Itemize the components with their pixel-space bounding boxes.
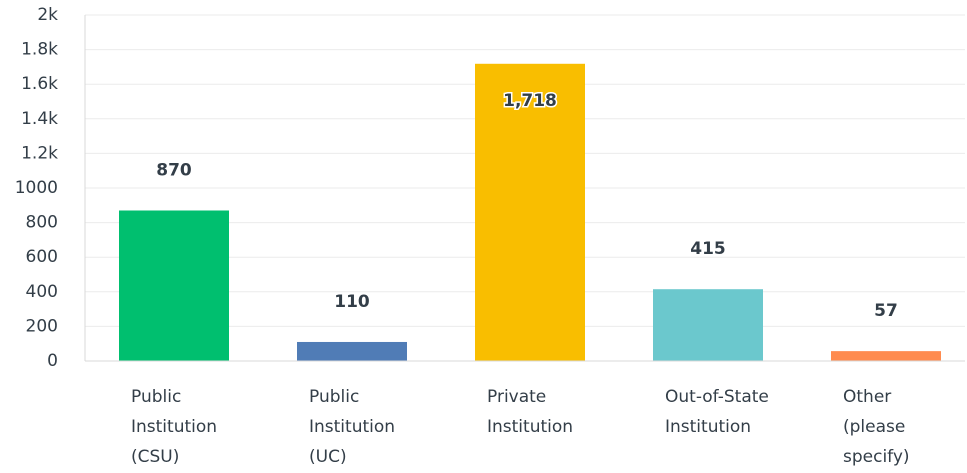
data-label: 870 [156, 160, 192, 180]
data-label: 57 [874, 301, 898, 321]
y-tick-label: 1.6k [21, 74, 58, 94]
bar [831, 351, 941, 361]
y-tick-label: 1.2k [21, 143, 58, 163]
x-tick-label: Private Institution [487, 387, 574, 437]
bar [297, 341, 407, 361]
bar [653, 289, 763, 361]
y-tick-label: 600 [26, 247, 58, 267]
data-label: 1,718 [503, 91, 557, 111]
x-tick-label: Public Institution (UC) [309, 387, 396, 467]
y-tick-label: 2k [37, 5, 58, 25]
y-tick-label: 200 [26, 316, 58, 336]
x-tick-label: Out-of-State Institution [665, 387, 769, 437]
data-label: 415 [690, 239, 726, 259]
y-tick-label: 1.8k [21, 40, 58, 60]
x-tick-label: Other (please specify) [843, 387, 910, 467]
data-label: 110 [334, 292, 370, 312]
x-tick-label: Public Institution (CSU) [131, 387, 218, 467]
bar [475, 63, 585, 361]
y-tick-label: 800 [26, 213, 58, 233]
y-tick-label: 1000 [15, 178, 58, 198]
bar [119, 210, 229, 361]
y-tick-label: 0 [47, 351, 58, 371]
y-tick-label: 400 [26, 282, 58, 302]
y-tick-label: 1.4k [21, 109, 58, 129]
